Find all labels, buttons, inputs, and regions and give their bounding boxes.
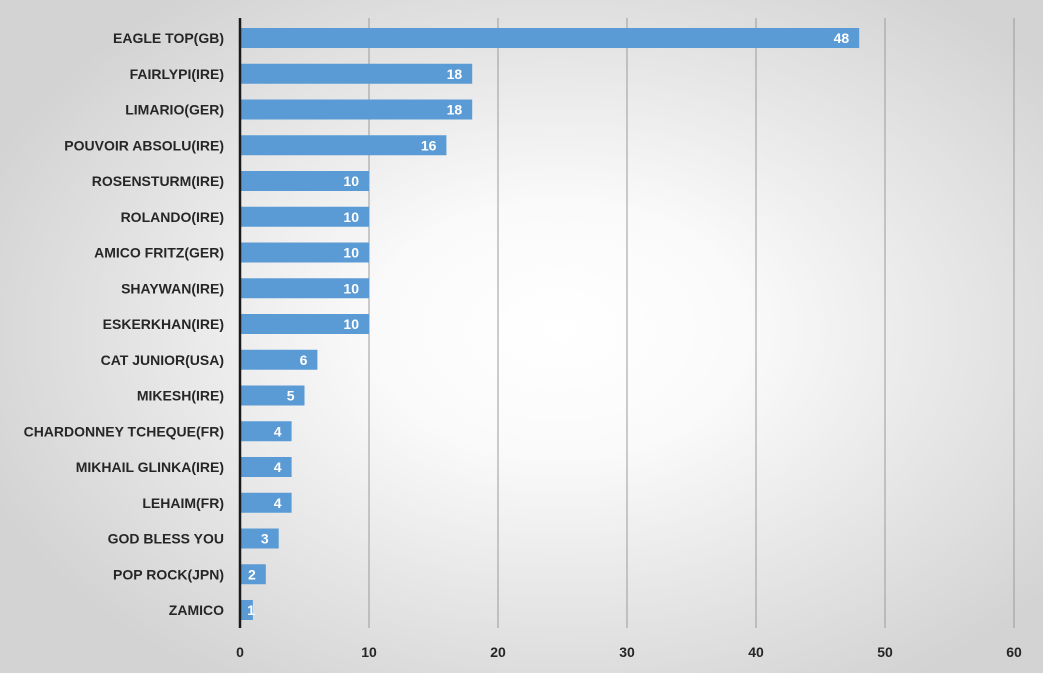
category-label: LIMARIO(GER) — [125, 102, 224, 118]
bar — [240, 171, 369, 191]
gridlines — [368, 18, 1015, 628]
bars: 48 18 18 16 10 10 10 10 10 6 5 4 4 4 3 2 1 — [240, 28, 860, 620]
category-label: MIKHAIL GLINKA(IRE) — [76, 459, 224, 475]
category-label: ZAMICO — [169, 602, 224, 618]
bar — [240, 492, 292, 513]
bar — [240, 206, 369, 227]
x-tick-label: 0 — [236, 644, 244, 660]
bar — [240, 28, 860, 48]
data-label: 10 — [343, 245, 359, 261]
category-label: AMICO FRITZ(GER) — [94, 245, 224, 261]
data-label: 4 — [274, 459, 282, 475]
category-label: ESKERKHAN(IRE) — [103, 316, 224, 332]
category-label: SHAYWAN(IRE) — [121, 280, 224, 296]
data-label: 5 — [287, 388, 295, 404]
x-tick-label: 10 — [361, 644, 377, 660]
data-label: 1 — [247, 602, 255, 618]
data-label: 48 — [834, 30, 850, 46]
bar — [240, 99, 473, 120]
category-label: CHARDONNEY TCHEQUE(FR) — [24, 423, 224, 439]
data-label: 10 — [343, 209, 359, 225]
bar — [240, 63, 473, 84]
data-label: 18 — [447, 102, 463, 118]
bar — [240, 600, 253, 620]
data-label: 4 — [274, 495, 282, 511]
category-label: EAGLE TOP(GB) — [113, 30, 224, 46]
data-label: 6 — [300, 352, 308, 368]
data-label: 10 — [343, 316, 359, 332]
bar — [240, 135, 447, 156]
bar — [240, 242, 369, 263]
data-label: 3 — [261, 531, 269, 547]
data-label: 2 — [248, 566, 256, 582]
data-label: 16 — [421, 137, 437, 153]
x-tick-label: 40 — [748, 644, 764, 660]
bar — [240, 314, 369, 334]
x-tick-label: 20 — [490, 644, 506, 660]
x-tick-label: 30 — [619, 644, 635, 660]
bar — [240, 349, 318, 370]
category-label: MIKESH(IRE) — [137, 388, 224, 404]
data-label: 4 — [274, 423, 282, 439]
bar — [240, 421, 292, 442]
category-label: ROSENSTURM(IRE) — [92, 173, 224, 189]
category-label: POUVOIR ABSOLU(IRE) — [64, 137, 224, 153]
bar — [240, 528, 279, 549]
x-tick-label: 50 — [877, 644, 893, 660]
category-label: LEHAIM(FR) — [142, 495, 224, 511]
data-label: 10 — [343, 173, 359, 189]
bar — [240, 278, 369, 299]
x-tick-label: 60 — [1006, 644, 1022, 660]
bar — [240, 564, 266, 585]
data-label: 18 — [447, 66, 463, 82]
bar — [240, 457, 292, 477]
category-label: FAIRLYPI(IRE) — [130, 66, 224, 82]
bar — [240, 385, 305, 406]
category-label: CAT JUNIOR(USA) — [101, 352, 224, 368]
data-label: 10 — [343, 280, 359, 296]
category-label: POP ROCK(JPN) — [113, 566, 224, 582]
category-label: ROLANDO(IRE) — [121, 209, 224, 225]
category-label: GOD BLESS YOU — [108, 531, 224, 547]
axes: 0 10 20 30 40 50 60 EAGLE TOP(GB) FAIRLYPI(IRE) L… — [24, 18, 1022, 660]
